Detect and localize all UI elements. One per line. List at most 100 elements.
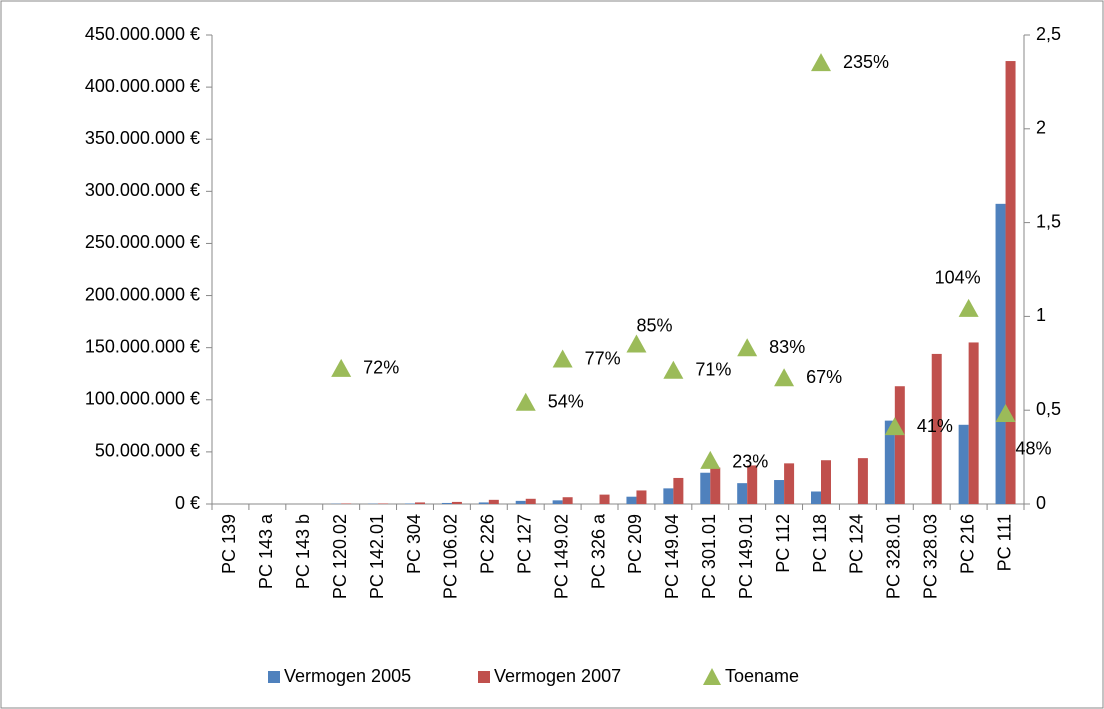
bar bbox=[894, 386, 905, 504]
y-tick-label: 300.000.000 € bbox=[85, 180, 200, 200]
x-tick-label: PC 209 bbox=[625, 514, 645, 574]
bar bbox=[857, 458, 868, 504]
legend-label: Toename bbox=[725, 666, 799, 686]
bar bbox=[821, 460, 831, 504]
marker bbox=[626, 334, 647, 353]
marker bbox=[811, 53, 831, 72]
x-tick-label: PC 142.01 bbox=[367, 514, 387, 599]
y-tick-label: 400.000.000 € bbox=[85, 76, 200, 96]
y-tick-label: 250.000.000 € bbox=[85, 232, 200, 252]
y2-tick-label: 2,5 bbox=[1036, 24, 1061, 44]
y-tick-label: 350.000.000 € bbox=[85, 128, 200, 148]
bar bbox=[552, 500, 563, 504]
bar bbox=[515, 500, 526, 504]
x-tick-label: PC 118 bbox=[810, 514, 830, 573]
bar bbox=[774, 480, 785, 504]
bar bbox=[710, 467, 721, 504]
y2-tick-label: 1,5 bbox=[1036, 211, 1061, 231]
y2-tick-label: 0 bbox=[1036, 493, 1046, 513]
bar bbox=[884, 420, 895, 504]
x-tick-label: PC 149.01 bbox=[736, 514, 756, 599]
y-tick-label: 0 € bbox=[175, 493, 200, 513]
bar bbox=[405, 503, 415, 504]
bar bbox=[784, 463, 795, 504]
bar bbox=[562, 497, 573, 504]
bar bbox=[811, 491, 821, 504]
marker bbox=[552, 349, 573, 368]
bar bbox=[673, 477, 684, 504]
x-tick-label: PC 301.01 bbox=[699, 514, 719, 599]
marker bbox=[700, 450, 721, 469]
marker bbox=[515, 392, 536, 411]
data-label: 72% bbox=[363, 358, 399, 378]
data-label: 48% bbox=[1016, 439, 1052, 459]
x-tick-label: PC 143 a bbox=[256, 513, 276, 589]
marker bbox=[774, 368, 795, 387]
bar bbox=[636, 490, 647, 504]
x-tick-label: PC 149.02 bbox=[551, 514, 571, 599]
marker bbox=[737, 338, 758, 357]
data-label: 235% bbox=[843, 52, 889, 72]
bar bbox=[415, 502, 425, 504]
bar bbox=[663, 488, 674, 504]
data-label: 83% bbox=[769, 337, 805, 357]
bar bbox=[1005, 61, 1016, 505]
x-tick-label: PC 139 bbox=[219, 514, 239, 574]
x-tick-label: PC 111 bbox=[994, 514, 1014, 571]
x-tick-label: PC 326 a bbox=[588, 513, 608, 589]
x-tick-label: PC 304 bbox=[404, 514, 424, 574]
data-label: 71% bbox=[695, 360, 731, 380]
bar bbox=[341, 503, 352, 504]
y-tick-label: 450.000.000 € bbox=[85, 24, 200, 44]
y-tick-label: 200.000.000 € bbox=[85, 284, 200, 304]
bar bbox=[599, 494, 610, 504]
y-tick-label: 150.000.000 € bbox=[85, 336, 200, 356]
x-tick-label: PC 106.02 bbox=[441, 514, 461, 599]
x-tick-label: PC 226 bbox=[478, 514, 498, 574]
bar bbox=[995, 203, 1006, 504]
marker bbox=[958, 298, 979, 317]
x-tick-label: PC 124 bbox=[847, 514, 867, 574]
y2-tick-label: 2 bbox=[1036, 118, 1046, 138]
data-label: 67% bbox=[806, 367, 842, 387]
x-tick-label: PC 127 bbox=[514, 514, 534, 574]
bar bbox=[958, 424, 969, 504]
bar bbox=[626, 496, 637, 504]
bar bbox=[968, 342, 979, 504]
y-tick-label: 50.000.000 € bbox=[95, 441, 200, 461]
bar bbox=[700, 472, 711, 504]
data-label: 104% bbox=[935, 268, 981, 288]
data-label: 41% bbox=[917, 416, 953, 436]
bar bbox=[737, 483, 748, 504]
legend-swatch bbox=[268, 671, 280, 683]
legend-swatch bbox=[703, 668, 721, 685]
bar bbox=[488, 499, 499, 504]
bar bbox=[441, 502, 452, 504]
bar bbox=[451, 501, 462, 504]
legend-swatch bbox=[478, 671, 490, 683]
x-tick-label: PC 216 bbox=[957, 514, 977, 574]
data-label: 85% bbox=[636, 315, 672, 335]
marker bbox=[331, 358, 352, 377]
y-tick-label: 100.000.000 € bbox=[85, 389, 200, 409]
data-label: 54% bbox=[548, 391, 584, 411]
y2-tick-label: 0,5 bbox=[1036, 399, 1061, 419]
marker bbox=[884, 417, 905, 436]
bar bbox=[378, 503, 389, 504]
bar bbox=[747, 465, 758, 504]
data-label: 23% bbox=[732, 452, 768, 472]
x-tick-label: PC 120.02 bbox=[330, 514, 350, 599]
bar bbox=[931, 353, 942, 504]
x-tick-label: PC 112 bbox=[773, 514, 793, 573]
legend-label: Vermogen 2007 bbox=[494, 666, 621, 686]
legend-label: Vermogen 2005 bbox=[284, 666, 411, 686]
marker bbox=[995, 403, 1016, 422]
x-tick-label: PC 328.03 bbox=[920, 514, 940, 599]
y2-tick-label: 1 bbox=[1036, 305, 1046, 325]
bar bbox=[478, 502, 489, 504]
data-label: 77% bbox=[585, 348, 621, 368]
x-tick-label: PC 143 b bbox=[293, 514, 313, 589]
bar bbox=[525, 498, 536, 504]
